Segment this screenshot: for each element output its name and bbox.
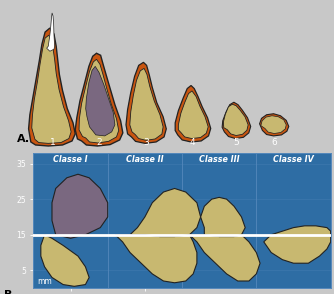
- Polygon shape: [178, 91, 208, 138]
- Text: Classe IV: Classe IV: [273, 155, 314, 164]
- Polygon shape: [47, 13, 55, 51]
- Polygon shape: [201, 197, 245, 236]
- Polygon shape: [79, 59, 119, 143]
- Polygon shape: [115, 235, 197, 283]
- Polygon shape: [29, 28, 75, 146]
- Polygon shape: [86, 66, 115, 136]
- Text: 2: 2: [97, 138, 103, 147]
- Polygon shape: [52, 174, 108, 238]
- Text: mm: mm: [37, 277, 52, 286]
- Polygon shape: [130, 69, 163, 140]
- Text: B.: B.: [4, 290, 16, 294]
- Text: A.: A.: [17, 134, 30, 144]
- Text: 5: 5: [233, 138, 239, 147]
- Polygon shape: [32, 35, 71, 143]
- Polygon shape: [75, 53, 123, 146]
- Text: Classe III: Classe III: [199, 155, 239, 164]
- Polygon shape: [41, 235, 89, 286]
- Polygon shape: [260, 114, 289, 136]
- Text: 4: 4: [190, 138, 195, 147]
- Polygon shape: [264, 226, 331, 263]
- Polygon shape: [175, 86, 211, 142]
- Polygon shape: [261, 116, 286, 133]
- Polygon shape: [130, 188, 201, 236]
- Text: 6: 6: [271, 138, 277, 147]
- Polygon shape: [126, 62, 166, 143]
- Text: 3: 3: [143, 138, 149, 147]
- Text: Classe I: Classe I: [53, 155, 88, 164]
- Polygon shape: [189, 235, 260, 281]
- Text: Classe II: Classe II: [126, 155, 164, 164]
- Text: 1: 1: [50, 138, 56, 147]
- Polygon shape: [223, 104, 248, 136]
- Polygon shape: [222, 102, 251, 138]
